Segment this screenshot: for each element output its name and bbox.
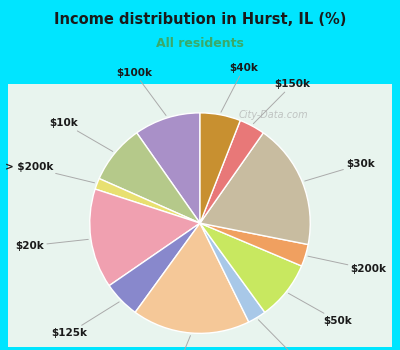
Text: $10k: $10k [50,118,113,152]
Wedge shape [200,133,310,245]
Wedge shape [200,223,308,266]
Wedge shape [200,120,263,223]
Text: $100k: $100k [117,68,166,116]
Wedge shape [109,223,200,312]
Wedge shape [200,223,265,322]
Text: $40k: $40k [221,63,258,112]
Wedge shape [137,113,200,223]
Text: Income distribution in Hurst, IL (%): Income distribution in Hurst, IL (%) [54,12,346,27]
Wedge shape [200,223,302,312]
Wedge shape [135,223,249,333]
Wedge shape [90,189,200,286]
Text: City-Data.com: City-Data.com [239,111,308,120]
Text: $75k: $75k [258,320,310,350]
Text: $30k: $30k [305,159,375,181]
Text: $150k: $150k [253,79,310,124]
Text: $200k: $200k [308,256,386,274]
Wedge shape [95,178,200,223]
Text: > $200k: > $200k [4,162,94,183]
Wedge shape [99,133,200,223]
Text: All residents: All residents [156,37,244,50]
Wedge shape [200,113,240,223]
Text: $20k: $20k [15,239,88,251]
Text: $60k: $60k [158,336,190,350]
Text: $125k: $125k [51,302,119,338]
Text: $50k: $50k [288,293,352,326]
